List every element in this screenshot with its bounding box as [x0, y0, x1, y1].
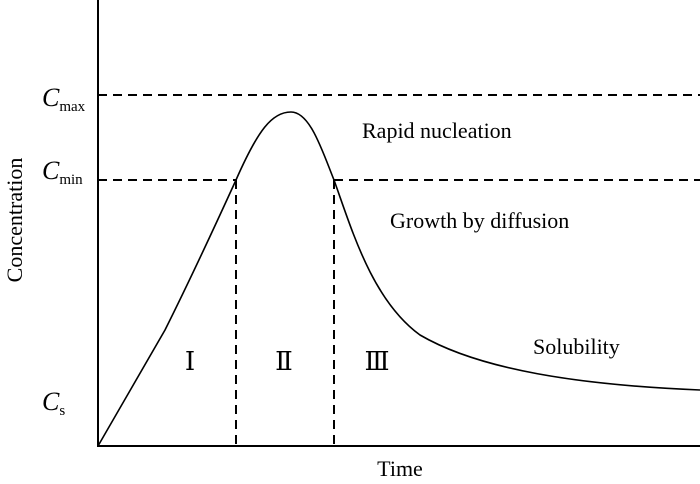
cmin-subscript: min [59, 172, 83, 188]
stage-1-label: Ⅰ [185, 347, 195, 376]
cmax-subscript: max [59, 99, 85, 115]
cmin-label: Cmin [42, 156, 83, 188]
cmax-symbol: C [42, 83, 60, 112]
cs-label: Cs [42, 387, 65, 419]
growth-by-diffusion-label: Growth by diffusion [390, 208, 569, 233]
cmax-label: Cmax [42, 83, 86, 115]
cs-symbol: C [42, 387, 60, 416]
cs-subscript: s [59, 403, 65, 419]
solubility-label: Solubility [533, 334, 620, 359]
cmin-symbol: C [42, 156, 60, 185]
y-axis-title: Concentration [2, 158, 27, 283]
stage-2-label: Ⅱ [275, 347, 293, 376]
concentration-curve [97, 111, 700, 447]
rapid-nucleation-label: Rapid nucleation [362, 118, 512, 143]
x-axis-title: Time [377, 456, 423, 479]
stage-3-label: Ⅲ [364, 347, 389, 376]
